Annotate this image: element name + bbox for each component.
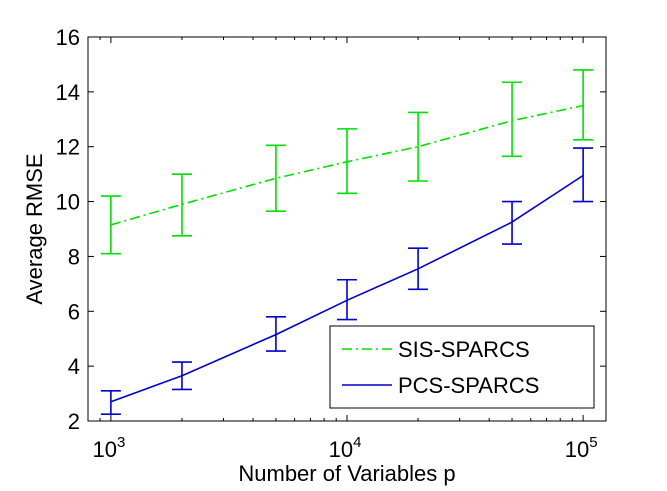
y-axis-label: Average RMSE [22, 153, 47, 304]
x-tick-label: 104 [329, 434, 362, 462]
series-layer [100, 69, 594, 415]
y-tick-label: 10 [56, 190, 80, 215]
y-tick-label: 4 [68, 354, 80, 379]
y-tick-label: 14 [56, 80, 80, 105]
legend-box [329, 325, 595, 409]
axis-ticks: 2 4 6 8 10 12 14 16 103 104 105 [56, 25, 606, 462]
legend-label: SIS-SPARCS [398, 337, 530, 362]
y-tick-label: 12 [56, 135, 80, 160]
x-axis-label: Number of Variables p [238, 461, 455, 486]
legend-label: PCS-SPARCS [398, 373, 539, 398]
y-tick-label: 6 [68, 299, 80, 324]
y-tick-label: 2 [68, 409, 80, 434]
x-tick-label: 105 [565, 434, 598, 462]
x-tick-label: 103 [92, 434, 125, 462]
y-tick-label: 8 [68, 244, 80, 269]
legend: SIS-SPARCS PCS-SPARCS [329, 325, 595, 409]
y-tick-label: 16 [56, 25, 80, 50]
